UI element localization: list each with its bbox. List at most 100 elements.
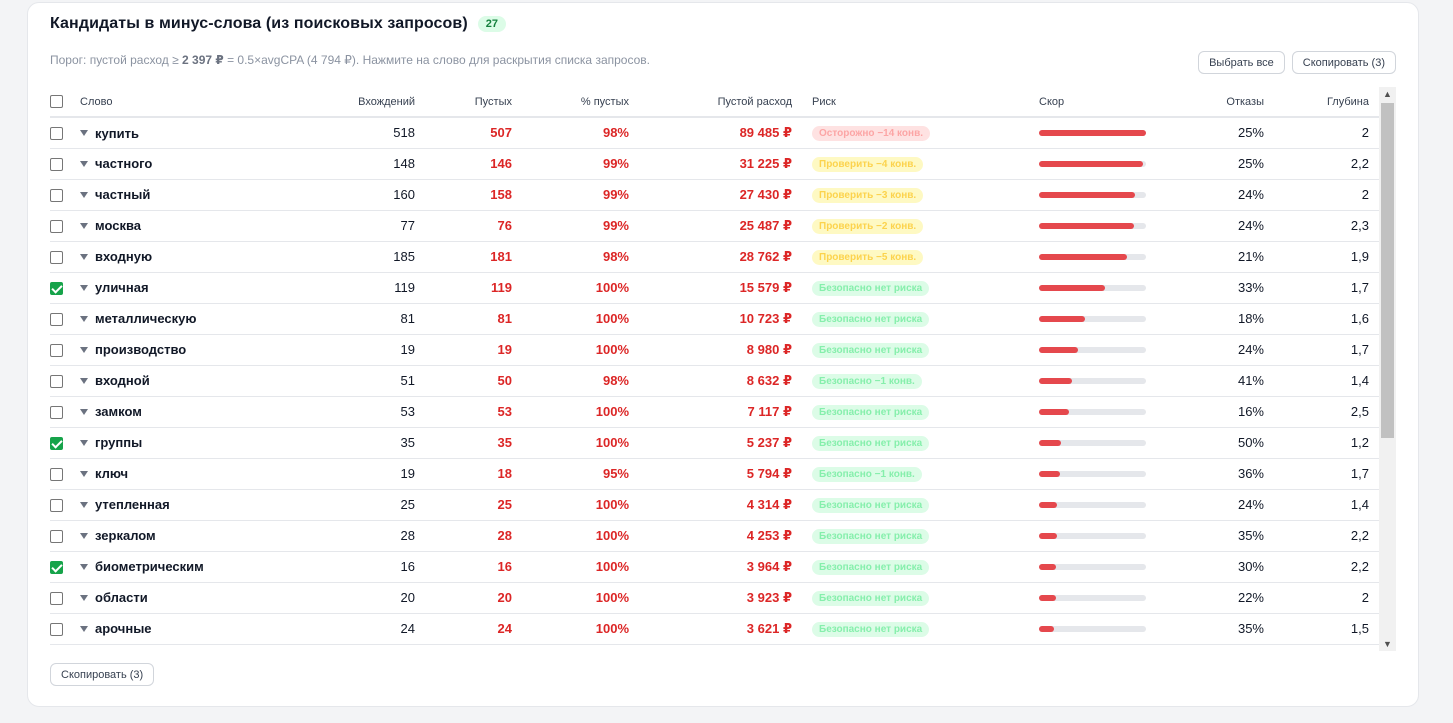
expand-caret-icon[interactable] (80, 285, 88, 292)
expand-caret-icon[interactable] (80, 440, 88, 447)
table-row[interactable]: производство 19 19 100% 8 980 ₽ Безопасно нет… (50, 334, 1379, 366)
word-text[interactable]: замком (95, 404, 142, 420)
expand-caret-icon[interactable] (80, 192, 88, 199)
table-row[interactable]: частного 148 146 99% 31 225 ₽ Проверить −4 ко… (50, 148, 1379, 180)
expand-caret-icon[interactable] (80, 595, 88, 602)
word-text[interactable]: утепленная (95, 497, 170, 513)
row-checkbox[interactable] (50, 592, 63, 606)
row-checkbox[interactable] (50, 468, 63, 482)
row-checkbox[interactable] (50, 127, 63, 141)
scrollbar-thumb[interactable] (1381, 103, 1394, 438)
col-word[interactable]: Слово (80, 87, 270, 118)
table-row[interactable]: арочные 24 24 100% 3 621 ₽ Безопасно нет риск… (50, 613, 1379, 645)
row-checkbox[interactable] (50, 158, 63, 172)
row-checkbox[interactable] (50, 561, 63, 575)
footer-copy-button[interactable]: Скопировать (3) (50, 663, 155, 686)
expand-caret-icon[interactable] (80, 130, 88, 137)
select-all-button[interactable]: Выбрать все (1198, 51, 1285, 74)
candidates-table-container[interactable]: Слово Вхождений Пустых % пустых Пустой р… (50, 87, 1396, 651)
word-cell[interactable]: производство (80, 334, 270, 366)
table-row[interactable]: биометрическим 16 16 100% 3 964 ₽ Безопасно н… (50, 551, 1379, 583)
word-cell[interactable]: биометрическим (80, 551, 270, 583)
word-cell[interactable]: утепленная (80, 489, 270, 521)
word-text[interactable]: уличная (95, 280, 149, 296)
word-cell[interactable]: входную (80, 241, 270, 273)
word-cell[interactable]: ключ (80, 458, 270, 490)
word-cell[interactable]: частного (80, 148, 270, 180)
word-text[interactable]: зеркалом (95, 528, 156, 544)
table-row[interactable]: частный 160 158 99% 27 430 ₽ Проверить −3 кон… (50, 179, 1379, 211)
word-cell[interactable]: металлическую (80, 303, 270, 335)
table-row[interactable]: замком 53 53 100% 7 117 ₽ Безопасно нет риска… (50, 396, 1379, 428)
expand-caret-icon[interactable] (80, 533, 88, 540)
row-checkbox[interactable] (50, 499, 63, 513)
col-empty[interactable]: Пустых (415, 87, 512, 118)
expand-caret-icon[interactable] (80, 409, 88, 416)
expand-caret-icon[interactable] (80, 502, 88, 509)
table-row[interactable]: входную 185 181 98% 28 762 ₽ Проверить −5 кон… (50, 241, 1379, 273)
row-checkbox[interactable] (50, 406, 63, 420)
expand-caret-icon[interactable] (80, 564, 88, 571)
word-cell[interactable]: купить (80, 117, 270, 149)
col-risk[interactable]: Риск (812, 87, 1039, 118)
row-checkbox[interactable] (50, 344, 63, 358)
word-cell[interactable]: арочные (80, 613, 270, 645)
row-checkbox[interactable] (50, 251, 63, 265)
col-score[interactable]: Скор (1039, 87, 1159, 118)
select-all-checkbox[interactable] (50, 95, 63, 108)
word-text[interactable]: арочные (95, 621, 152, 637)
expand-caret-icon[interactable] (80, 378, 88, 385)
col-depth[interactable]: Глубина (1264, 87, 1379, 118)
word-text[interactable]: металлическую (95, 311, 197, 327)
table-row[interactable]: москва 77 76 99% 25 487 ₽ Проверить −2 конв. 2… (50, 210, 1379, 242)
scroll-down-arrow-icon[interactable]: ▼ (1383, 639, 1392, 649)
col-empty-pct[interactable]: % пустых (512, 87, 629, 118)
word-text[interactable]: купить (95, 125, 139, 141)
col-occurrences[interactable]: Вхождений (270, 87, 415, 118)
row-checkbox[interactable] (50, 530, 63, 544)
word-text[interactable]: группы (95, 435, 143, 451)
expand-caret-icon[interactable] (80, 626, 88, 633)
copy-button[interactable]: Скопировать (3) (1291, 51, 1396, 74)
row-checkbox[interactable] (50, 282, 63, 296)
row-checkbox[interactable] (50, 437, 63, 451)
expand-caret-icon[interactable] (80, 347, 88, 354)
word-text[interactable]: входную (95, 249, 153, 265)
table-row[interactable]: металлическую 81 81 100% 10 723 ₽ Безопасно н… (50, 303, 1379, 335)
table-row[interactable]: входной 51 50 98% 8 632 ₽ Безопасно −1 конв. 4… (50, 365, 1379, 397)
word-text[interactable]: биометрическим (95, 559, 204, 575)
word-cell[interactable]: москва (80, 210, 270, 242)
word-cell[interactable]: зеркалом (80, 520, 270, 552)
table-row[interactable]: группы 35 35 100% 5 237 ₽ Безопасно нет риска… (50, 427, 1379, 459)
word-text[interactable]: частного (95, 156, 153, 172)
table-row[interactable]: купить 518 507 98% 89 485 ₽ Осторожно −14 кон… (50, 117, 1379, 149)
expand-caret-icon[interactable] (80, 471, 88, 478)
word-text[interactable]: ключ (95, 466, 129, 482)
word-text[interactable]: москва (95, 218, 142, 234)
word-cell[interactable]: области (80, 582, 270, 614)
word-text[interactable]: входной (95, 373, 150, 389)
table-row[interactable]: ключ 19 18 95% 5 794 ₽ Безопасно −1 конв. 36% 1… (50, 458, 1379, 490)
col-bounces[interactable]: Отказы (1159, 87, 1264, 118)
table-scrollbar[interactable]: ▲ ▼ (1379, 87, 1396, 651)
word-cell[interactable]: замком (80, 396, 270, 428)
word-cell[interactable]: частный (80, 179, 270, 211)
word-text[interactable]: частный (95, 187, 151, 203)
table-row[interactable]: уличная 119 119 100% 15 579 ₽ Безопасно нет р… (50, 272, 1379, 304)
row-checkbox[interactable] (50, 189, 63, 203)
expand-caret-icon[interactable] (80, 254, 88, 261)
expand-caret-icon[interactable] (80, 223, 88, 230)
row-checkbox[interactable] (50, 313, 63, 327)
row-checkbox[interactable] (50, 375, 63, 389)
word-text[interactable]: области (95, 590, 148, 606)
table-row[interactable]: утепленная 25 25 100% 4 314 ₽ Безопасно нет р… (50, 489, 1379, 521)
col-empty-spend[interactable]: Пустой расход (629, 87, 792, 118)
table-row[interactable]: области 20 20 100% 3 923 ₽ Безопасно нет риск… (50, 582, 1379, 614)
word-cell[interactable]: уличная (80, 272, 270, 304)
expand-caret-icon[interactable] (80, 161, 88, 168)
expand-caret-icon[interactable] (80, 316, 88, 323)
table-row[interactable]: зеркалом 28 28 100% 4 253 ₽ Безопасно нет рис… (50, 520, 1379, 552)
row-checkbox[interactable] (50, 623, 63, 637)
word-cell[interactable]: группы (80, 427, 270, 459)
scroll-up-arrow-icon[interactable]: ▲ (1383, 89, 1392, 99)
